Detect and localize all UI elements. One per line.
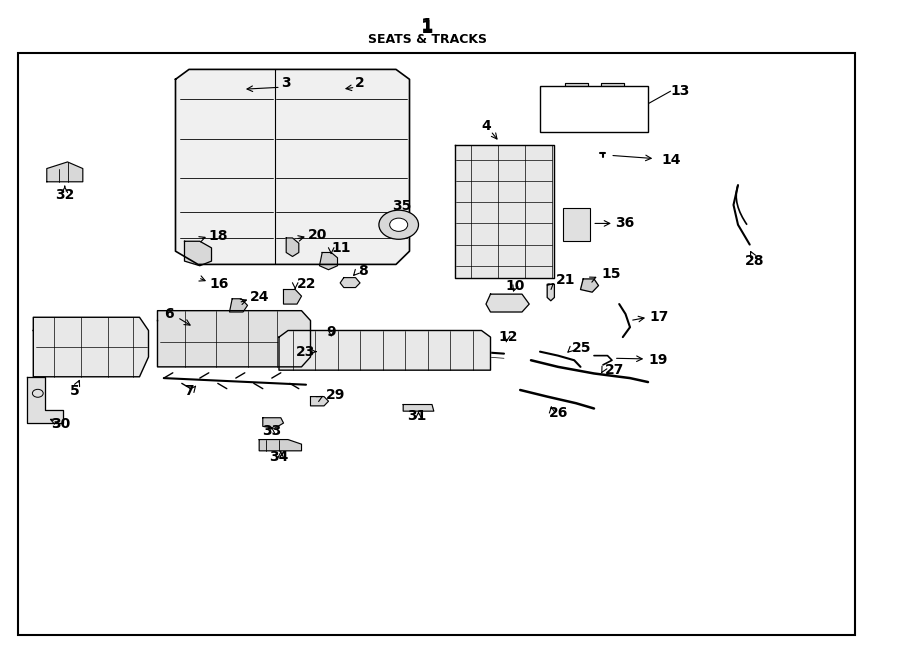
Polygon shape [310,397,328,406]
Polygon shape [184,241,212,266]
Polygon shape [176,69,410,264]
Text: 10: 10 [505,278,525,293]
Text: 22: 22 [297,277,317,292]
Text: 29: 29 [326,387,346,402]
Text: 27: 27 [605,363,625,377]
Text: 33: 33 [262,424,282,438]
Text: 7: 7 [184,384,194,399]
Polygon shape [259,440,302,451]
Bar [540,86,648,132]
Polygon shape [279,330,490,370]
Text: 13: 13 [670,84,690,98]
Text: 31: 31 [407,409,427,424]
Text: 3: 3 [282,75,291,90]
Polygon shape [33,317,148,377]
Polygon shape [284,290,302,304]
Text: 20: 20 [308,227,328,242]
Text: 30: 30 [51,417,71,432]
Bar [18,53,855,635]
Text: 14: 14 [662,153,681,167]
Polygon shape [580,279,598,292]
Text: 35: 35 [392,199,412,214]
Text: 26: 26 [549,406,569,420]
Text: 12: 12 [499,330,518,344]
Text: 5: 5 [70,384,79,399]
Text: 17: 17 [650,310,670,325]
Polygon shape [486,294,529,312]
Polygon shape [27,377,63,423]
Polygon shape [454,145,554,278]
Text: 23: 23 [296,344,316,359]
Text: 2: 2 [356,75,364,90]
Text: 19: 19 [648,353,668,368]
Text: 28: 28 [744,254,764,268]
Text: 21: 21 [556,272,576,287]
Polygon shape [601,83,624,96]
Text: SEATS & TRACKS: SEATS & TRACKS [368,33,487,46]
Text: 8: 8 [358,264,368,278]
Text: 11: 11 [331,241,351,255]
Text: 16: 16 [210,277,230,292]
Text: 32: 32 [55,188,75,202]
Bar [562,208,590,241]
Polygon shape [320,253,338,270]
Circle shape [390,218,408,231]
Text: 4: 4 [482,118,490,133]
Polygon shape [403,405,434,411]
Polygon shape [47,162,83,182]
Text: 15: 15 [601,267,621,282]
Text: 1: 1 [421,17,434,36]
Text: 25: 25 [572,341,591,356]
Text: 1: 1 [421,19,434,38]
Polygon shape [263,418,284,428]
Circle shape [379,210,418,239]
Text: 24: 24 [250,290,270,305]
Text: 9: 9 [327,325,336,340]
Text: 18: 18 [209,229,229,243]
Polygon shape [340,278,360,288]
Polygon shape [547,284,554,301]
Text: 34: 34 [269,450,289,465]
Polygon shape [565,83,588,96]
Polygon shape [158,311,310,367]
Polygon shape [230,299,248,312]
Polygon shape [286,238,299,256]
Text: 6: 6 [165,307,174,321]
Text: 36: 36 [615,216,634,231]
